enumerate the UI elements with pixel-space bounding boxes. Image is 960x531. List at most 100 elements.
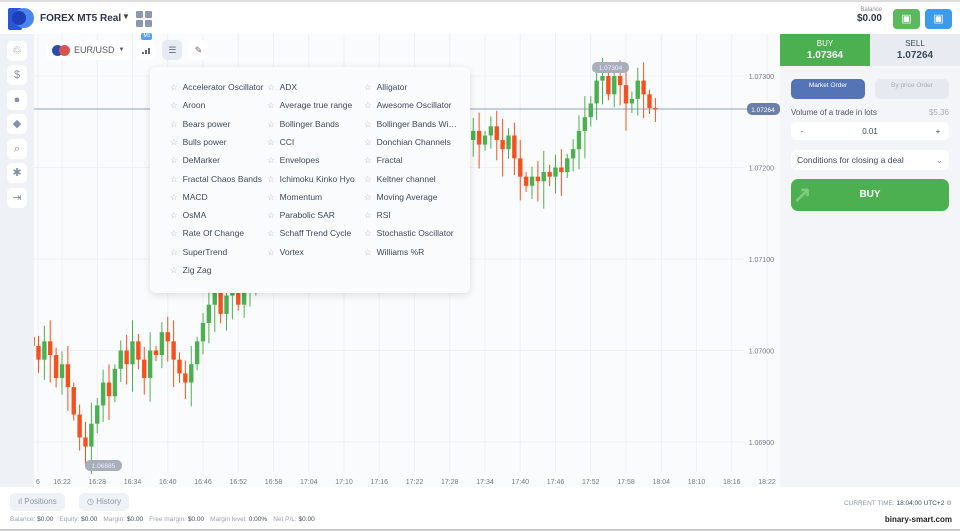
star-icon[interactable]: ☆ [170, 82, 178, 92]
star-icon[interactable]: ☆ [267, 136, 275, 147]
star-icon[interactable]: ☆ [170, 136, 178, 147]
indicator-item[interactable]: ☆ SuperTrend [170, 247, 265, 258]
deposit-button[interactable]: ▣ [893, 9, 920, 29]
star-icon[interactable]: ☆ [170, 265, 178, 275]
candle [200, 323, 206, 342]
indicator-item[interactable]: ☆ Schaff Trend Cycle [267, 228, 362, 239]
price-order-button[interactable]: By price Order [875, 79, 949, 99]
buy-tab[interactable]: BUY 1.07364 [780, 34, 870, 66]
indicator-item[interactable]: ☆ Accelerator Oscillator [170, 82, 265, 93]
indicator-item[interactable]: ☆ Moving Average [364, 192, 459, 203]
star-icon[interactable]: ☆ [267, 228, 275, 239]
indicator-item[interactable]: ☆ Vortex [267, 247, 362, 258]
indicator-item[interactable]: ☆ MACD [170, 192, 265, 203]
star-icon[interactable]: ☆ [364, 136, 372, 147]
sell-tab[interactable]: SELL 1.07264 [870, 34, 960, 66]
increase-button[interactable]: + [935, 126, 941, 136]
decrease-button[interactable]: - [800, 126, 804, 136]
gear-icon[interactable]: ⚙ [946, 500, 952, 507]
star-icon[interactable]: ☆ [364, 246, 372, 257]
gear-icon[interactable]: ✱ [7, 163, 27, 183]
indicator-item[interactable]: ☆ OsMA [170, 210, 265, 221]
star-icon[interactable]: ☆ [267, 82, 275, 92]
indicator-item[interactable]: ☆ Donchian Channels [364, 137, 459, 148]
indicator-item[interactable]: ☆ Williams %R [364, 247, 459, 258]
indicator-item[interactable]: ☆ Bollinger Bands Width [364, 119, 459, 130]
star-icon[interactable]: ☆ [267, 191, 275, 202]
indicator-item[interactable]: ☆ Fractal [364, 155, 459, 166]
candle [588, 103, 593, 118]
indicator-item[interactable]: ☆ Zig Zag [170, 265, 265, 276]
buy-button[interactable]: ↗ BUY [791, 179, 949, 211]
search-analytics-icon[interactable]: ⌕ [7, 139, 27, 159]
history-button[interactable]: ◷ History [79, 493, 130, 511]
star-icon[interactable]: ☆ [170, 191, 178, 202]
y-tick-label: 1.07100 [749, 257, 774, 264]
indicator-item[interactable]: ☆ Stochastic Oscillator [364, 228, 459, 239]
affiliate-icon[interactable]: ♲ [7, 41, 27, 61]
indicator-item[interactable]: ☆ Bears power [170, 119, 265, 130]
indicator-item[interactable]: ☆ Parabolic SAR [267, 210, 362, 221]
x-tick-label: 17:46 [547, 479, 565, 486]
star-icon[interactable]: ☆ [364, 228, 372, 239]
chart-type-button[interactable]: M1 [136, 33, 157, 60]
indicator-label: ADX [279, 82, 298, 92]
indicator-item[interactable]: ☆ Aroon [170, 100, 265, 111]
indicator-item[interactable]: ☆ Momentum [267, 192, 362, 203]
star-icon[interactable]: ☆ [267, 118, 275, 129]
star-icon[interactable]: ☆ [170, 173, 178, 184]
star-icon[interactable]: ☆ [170, 100, 178, 111]
account-name[interactable]: FOREX MT5 Real [40, 13, 122, 24]
indicator-item[interactable]: ☆ Rate Of Change [170, 228, 265, 239]
star-icon[interactable]: ☆ [267, 210, 275, 221]
user-icon[interactable]: ● [7, 90, 27, 110]
star-icon[interactable]: ☆ [170, 155, 178, 166]
star-icon[interactable]: ☆ [170, 118, 178, 129]
logout-icon[interactable]: ⇥ [7, 188, 27, 208]
indicator-item[interactable]: ☆ RSI [364, 210, 459, 221]
star-icon[interactable]: ☆ [267, 100, 275, 111]
chat-icon[interactable]: ◆ [7, 114, 27, 134]
market-order-button[interactable]: Market Order [791, 79, 865, 99]
star-icon[interactable]: ☆ [170, 246, 178, 257]
indicator-item[interactable]: ☆ Bulls power [170, 137, 265, 148]
star-icon[interactable]: ☆ [364, 191, 372, 202]
indicator-item[interactable]: ☆ DeMarker [170, 155, 265, 166]
x-tick-label: 17:22 [406, 479, 424, 486]
chevron-down-icon[interactable]: ▼ [122, 12, 130, 21]
indicators-button[interactable]: ☰ [162, 40, 183, 60]
candle [541, 172, 546, 182]
indicator-item[interactable]: ☆ Awesome Oscillator [364, 100, 459, 111]
sell-tab-label: SELL [905, 39, 925, 48]
candle [171, 341, 176, 360]
indicator-item[interactable]: ☆ Envelopes [267, 155, 362, 166]
indicator-item[interactable]: ☆ Keltner channel [364, 174, 459, 185]
star-icon[interactable]: ☆ [364, 100, 372, 111]
closing-conditions-dropdown[interactable]: Conditions for closing a deal ⌄ [791, 150, 949, 170]
draw-button[interactable]: ✎ [188, 40, 209, 60]
indicator-item[interactable]: ☆ Alligator [364, 82, 459, 93]
positions-button[interactable]: ıl Positions [10, 493, 65, 511]
star-icon[interactable]: ☆ [364, 210, 372, 221]
star-icon[interactable]: ☆ [170, 210, 178, 221]
star-icon[interactable]: ☆ [364, 155, 372, 166]
dollar-icon[interactable]: $ [7, 65, 27, 85]
indicator-item[interactable]: ☆ Ichimoku Kinko Hyo [267, 174, 362, 185]
indicator-item[interactable]: ☆ Bollinger Bands [267, 119, 362, 130]
star-icon[interactable]: ☆ [364, 173, 372, 184]
indicator-item[interactable]: ☆ ADX [267, 82, 362, 93]
candle [177, 359, 182, 374]
star-icon[interactable]: ☆ [267, 155, 275, 166]
star-icon[interactable]: ☆ [170, 228, 178, 239]
lots-input[interactable]: 0.01 [862, 126, 878, 136]
indicator-item[interactable]: ☆ CCI [267, 137, 362, 148]
indicator-item[interactable]: ☆ Average true range [267, 100, 362, 111]
indicator-item[interactable]: ☆ Fractal Chaos Bands [170, 174, 265, 185]
star-icon[interactable]: ☆ [267, 173, 275, 184]
star-icon[interactable]: ☆ [364, 82, 372, 92]
star-icon[interactable]: ☆ [267, 246, 275, 257]
withdraw-button[interactable]: ▣ [925, 9, 952, 29]
star-icon[interactable]: ☆ [364, 118, 372, 129]
apps-grid-icon[interactable] [134, 9, 154, 29]
pair-selector[interactable]: EUR/USD ▼ [46, 40, 131, 60]
